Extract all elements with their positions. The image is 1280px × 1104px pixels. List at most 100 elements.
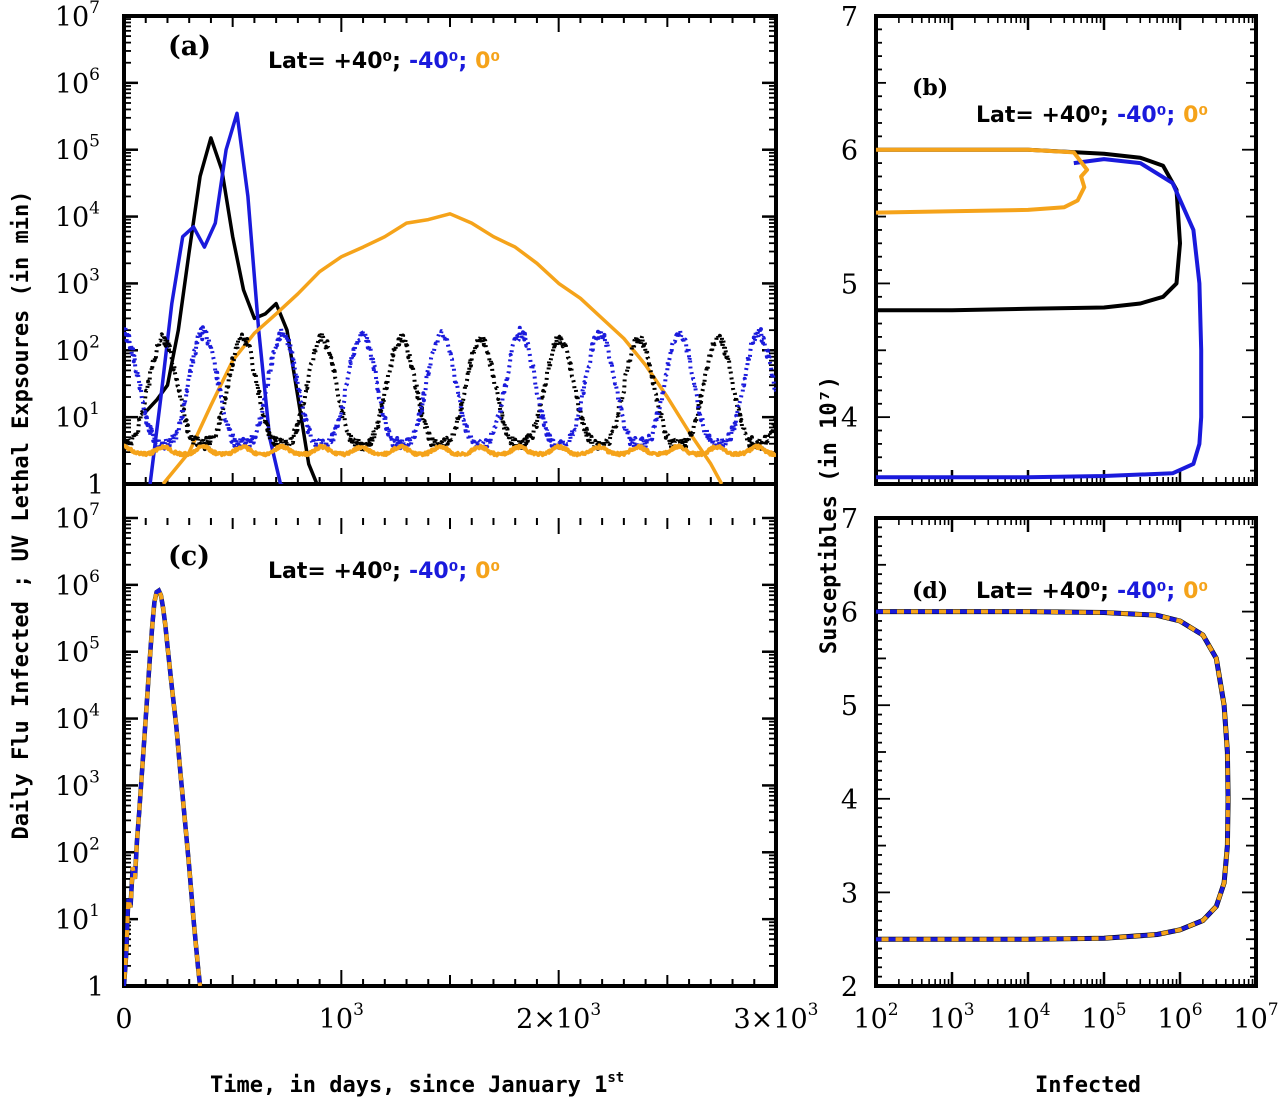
y-tick-label-c-exp: 7: [89, 500, 100, 520]
y-tick-label-c-base: 10: [55, 638, 89, 669]
y-tick-label-c-base: 10: [55, 771, 89, 802]
y-tick-label-d-base: 2: [841, 972, 858, 1003]
x-tick-label-c-exp: 3: [353, 1000, 364, 1020]
y-tick-label-d-base: 5: [841, 691, 858, 722]
series-c-south: [124, 587, 203, 986]
legend-d: Lat= +40⁰; -40⁰; 0⁰: [976, 579, 1208, 604]
y-tick-label-a-base: 10: [55, 69, 89, 100]
y-tick-label-c: 107: [55, 500, 100, 535]
x-tick-label-d: 105: [1081, 1000, 1126, 1035]
y-tick-label-c-base: 10: [55, 571, 89, 602]
time-axis-title-sup: st: [607, 1070, 624, 1086]
x-tick-label-c: 2×103: [516, 1000, 601, 1035]
y-tick-label-d-base: 3: [841, 878, 858, 909]
x-tick-label-d-exp: 3: [964, 1000, 975, 1020]
y-tick-label-c: 102: [55, 834, 100, 869]
x-tick-label-d: 106: [1157, 1000, 1202, 1035]
y-tick-label-a-exp: 2: [89, 332, 100, 352]
y-tick-label-b: 5: [841, 269, 858, 300]
legend-b-prefix: Lat=: [976, 103, 1041, 128]
legend-a-equator: 0⁰: [475, 49, 500, 74]
legend-c: Lat= +40⁰; -40⁰; 0⁰: [268, 559, 500, 584]
x-tick-label-d-exp: 7: [1268, 1000, 1279, 1020]
series-b-south: [876, 157, 1204, 480]
y-tick-label-a-base: 10: [55, 2, 89, 33]
y-tick-label-c-exp: 5: [89, 634, 100, 654]
y-tick-label-d: 5: [841, 691, 858, 722]
series-b-equator: [876, 147, 1090, 215]
y-tick-label-a: 102: [55, 332, 100, 367]
x-tick-label-d-base: 10: [1157, 1004, 1191, 1035]
y-tick-label-c-base: 10: [55, 504, 89, 535]
y-tick-label-b-base: 7: [841, 2, 858, 33]
series-d-south: [876, 609, 1231, 942]
legend-d-north: +40⁰;: [1041, 579, 1108, 604]
y-tick-label-b-base: 5: [841, 269, 858, 300]
legend-d-equator: 0⁰: [1183, 579, 1208, 604]
x-tick-label-c-base: 2×10: [516, 1004, 590, 1035]
y-tick-label-d-base: 6: [841, 598, 858, 629]
time-axis-title-text: Time, in days, since January 1: [210, 1073, 607, 1098]
x-tick-label-d-exp: 6: [1192, 1000, 1203, 1020]
y-tick-label-c: 104: [55, 701, 100, 736]
y-tick-label-a: 1: [87, 470, 104, 501]
y-tick-label-d-base: 7: [841, 504, 858, 535]
series-a-equator-solid-noisy: [124, 443, 776, 458]
y-tick-label-c: 105: [55, 634, 100, 669]
bottom-x-axis-title-left: Time, in days, since January 1st: [210, 1070, 624, 1098]
x-tick-label-d-exp: 5: [1116, 1000, 1127, 1020]
y-tick-label-c: 106: [55, 567, 100, 602]
y-tick-label-b-base: 4: [841, 403, 858, 434]
y-tick-label-a-exp: 4: [89, 199, 100, 219]
x-tick-label-c: 103: [319, 1000, 364, 1035]
x-tick-label-d: 107: [1233, 1000, 1278, 1035]
x-tick-label-c-base: 3×10: [734, 1004, 808, 1035]
y-tick-label-a-base: 10: [55, 336, 89, 367]
x-tick-label-d: 104: [1005, 1000, 1050, 1035]
x-tick-label-c: 0: [115, 1004, 132, 1035]
series-d-north: [876, 609, 1231, 942]
panel-c-label: (c): [168, 541, 210, 572]
y-tick-label-b: 7: [841, 2, 858, 33]
y-tick-label-c-exp: 3: [89, 767, 100, 787]
right-y-axis-title: Susceptibles (in 10⁷): [817, 376, 842, 654]
y-tick-label-b-base: 6: [841, 136, 858, 167]
legend-c-north: +40⁰;: [333, 559, 400, 584]
y-tick-label-d: 7: [841, 504, 858, 535]
panel-d-label: (d): [912, 578, 948, 604]
y-tick-label-c: 1: [87, 972, 104, 1003]
legend-b-equator: 0⁰: [1183, 103, 1208, 128]
series-a-south-dotted: [124, 325, 776, 451]
y-tick-label-d: 6: [841, 598, 858, 629]
y-tick-label-a: 106: [55, 65, 100, 100]
y-tick-label-a: 104: [55, 199, 100, 234]
series-b-north: [876, 147, 1182, 313]
y-tick-label-a-base: 10: [55, 403, 89, 434]
y-tick-label-a-exp: 1: [89, 399, 100, 419]
y-tick-label-a-exp: 7: [89, 0, 100, 18]
y-tick-label-c: 103: [55, 767, 100, 802]
y-tick-label-a-exp: 3: [89, 265, 100, 285]
y-tick-label-a-exp: 5: [89, 132, 100, 152]
legend-c-prefix: Lat=: [268, 559, 333, 584]
legend-b-south: -40⁰;: [1117, 103, 1175, 128]
y-tick-label-d: 2: [841, 972, 858, 1003]
x-tick-label-d: 102: [853, 1000, 898, 1035]
y-tick-label-d: 3: [841, 878, 858, 909]
y-tick-label-c-exp: 6: [89, 567, 100, 587]
legend-a-south: -40⁰;: [409, 49, 467, 74]
x-tick-label-d-base: 10: [1233, 1004, 1267, 1035]
x-tick-label-c: 3×103: [734, 1000, 819, 1035]
legend-a: Lat= +40⁰; -40⁰; 0⁰: [268, 49, 500, 74]
panel-b-label: (b): [912, 75, 948, 101]
panel-a-label: (a): [168, 31, 211, 62]
y-tick-label-d: 4: [841, 785, 858, 816]
y-tick-label-b: 6: [841, 136, 858, 167]
y-tick-label-a-base: 10: [55, 269, 89, 300]
x-tick-label-d-exp: 4: [1040, 1000, 1051, 1020]
x-tick-label-d: 103: [929, 1000, 974, 1035]
series-a-south-solid: [148, 111, 284, 484]
y-tick-label-c-base: 10: [55, 838, 89, 869]
series-c-equator: [124, 587, 203, 986]
x-tick-label-d-exp: 2: [888, 1000, 899, 1020]
